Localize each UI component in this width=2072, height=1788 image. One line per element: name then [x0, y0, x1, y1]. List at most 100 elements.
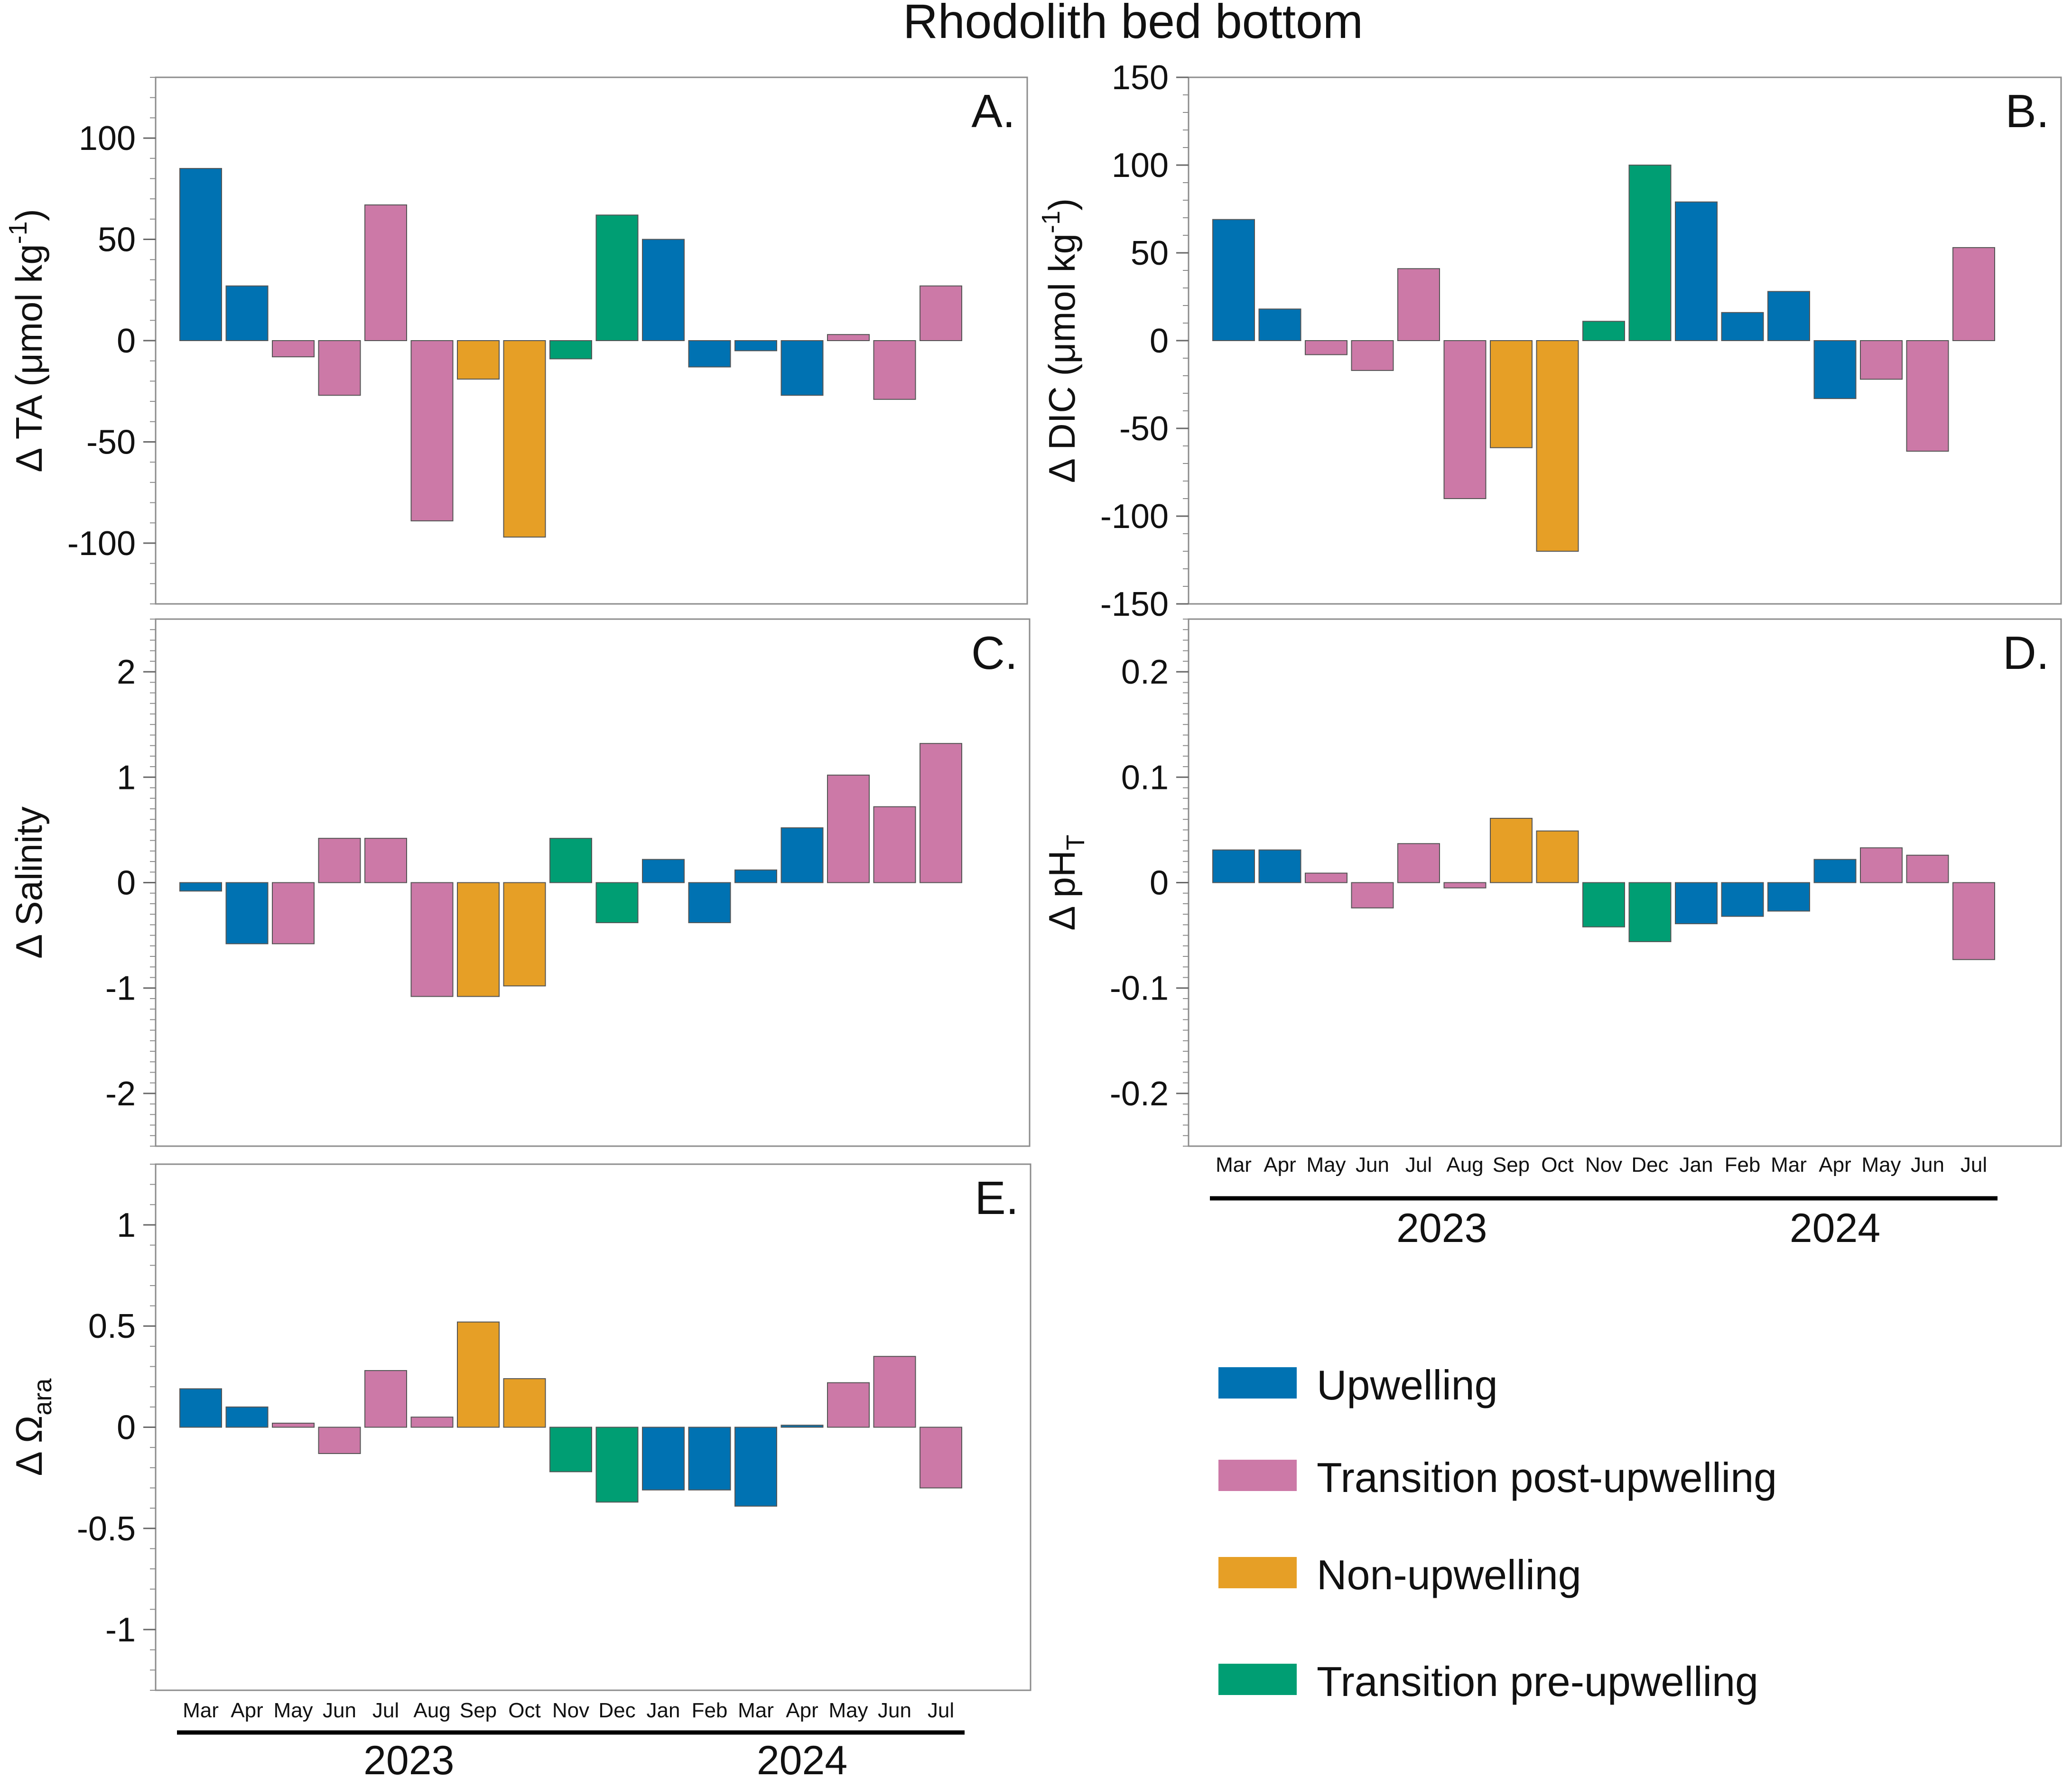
bar-a-14: [780, 340, 824, 396]
bar-e-3: [272, 1422, 315, 1428]
bar-a-8: [503, 340, 546, 538]
month-tick-label: Apr: [1819, 1153, 1851, 1177]
bar-b-3: [1305, 340, 1347, 355]
panel-b: -150 -100 -50 0 50 100 150 B. Δ DIC (μmol kg-1): [1037, 59, 2062, 623]
bar-d-13: [1767, 882, 1810, 912]
month-tick-label: Jun: [323, 1699, 356, 1722]
month-tick-label: Sep: [460, 1699, 497, 1722]
bar-e-6: [410, 1417, 454, 1428]
bar-e-11: [642, 1427, 685, 1491]
bar-c-12: [688, 882, 731, 923]
bar-e-2: [225, 1406, 269, 1428]
bar-a-16: [873, 340, 916, 400]
y-tick-label: 0: [117, 1409, 136, 1447]
y-tick-label: 2: [117, 653, 136, 691]
bar-b-2: [1258, 308, 1301, 342]
bar-c-6: [410, 882, 454, 997]
bar-c-11: [642, 859, 685, 883]
y-tick-label: 0: [117, 322, 136, 360]
legend-label: Transition post-upwelling: [1317, 1454, 1777, 1501]
bar-a-15: [827, 334, 870, 342]
y-tick-label: 100: [1112, 147, 1169, 185]
bar-d-14: [1813, 859, 1857, 883]
month-tick-label: Nov: [552, 1699, 589, 1722]
legend-label: Non-upwelling: [1317, 1551, 1581, 1598]
y-tick-label: -0.5: [77, 1510, 136, 1548]
bar-c-7: [457, 882, 500, 997]
bar-b-14: [1813, 340, 1857, 399]
panel-d: -0.2 -0.1 0 0.1 0.2 D. Δ pHT: [1041, 618, 2062, 1147]
month-tick-label: May: [1861, 1153, 1901, 1177]
bar-a-10: [595, 214, 639, 341]
bar-d-3: [1305, 872, 1347, 883]
y-tick-label: -50: [1119, 410, 1169, 448]
month-tick-label: Jul: [372, 1699, 399, 1722]
bar-a-1: [179, 168, 222, 341]
bar-e-8: [503, 1378, 546, 1428]
month-tick-label: May: [828, 1699, 868, 1722]
bar-d-10: [1628, 882, 1672, 942]
bar-c-3: [272, 882, 315, 945]
panel-label: A.: [971, 85, 1015, 137]
bar-c-15: [827, 774, 870, 883]
y-tick-label: -0.1: [1110, 970, 1169, 1008]
y-tick-label: -100: [67, 525, 136, 563]
legend-swatch: [1218, 1460, 1297, 1491]
panel-e: -1 -0.5 0 0.5 1 E. Δ Ωara: [8, 1163, 1031, 1691]
legend-swatch: [1218, 1557, 1297, 1588]
month-tick-label: Jul: [928, 1699, 954, 1722]
month-tick-label: Mar: [1771, 1153, 1807, 1177]
y-tick-label: 0.2: [1121, 653, 1169, 691]
bar-a-3: [272, 340, 315, 358]
month-tick-label: Sep: [1493, 1153, 1530, 1177]
bar-d-9: [1582, 882, 1625, 927]
bar-b-16: [1906, 340, 1949, 452]
month-tick-label: Feb: [1725, 1153, 1761, 1177]
y-axis-label: Δ TA (μmol kg-1): [4, 209, 50, 472]
y-tick-label: 1: [117, 1206, 136, 1244]
bar-b-12: [1721, 312, 1764, 341]
y-tick-label: -1: [105, 970, 136, 1008]
bar-d-1: [1212, 849, 1255, 883]
bar-d-15: [1860, 847, 1903, 883]
panel-a: -100 -50 0 50 100 A. Δ TA (μmol kg-1): [4, 76, 1028, 605]
bar-b-10: [1628, 165, 1672, 341]
year-label: 2024: [1790, 1205, 1880, 1251]
y-tick-label: -150: [1100, 585, 1169, 623]
month-tick-label: Apr: [231, 1699, 263, 1722]
bar-d-6: [1443, 882, 1487, 889]
bar-a-5: [364, 204, 407, 341]
bar-e-17: [920, 1427, 962, 1489]
bar-c-2: [225, 882, 269, 945]
y-axis-label: Δ pHT: [1041, 834, 1090, 930]
bar-b-15: [1860, 340, 1903, 380]
bar-e-13: [734, 1427, 777, 1507]
bar-b-4: [1351, 340, 1394, 371]
month-tick-label: May: [1306, 1153, 1346, 1177]
bar-d-11: [1675, 882, 1718, 925]
bar-e-15: [827, 1382, 870, 1428]
y-tick-label: 0: [1150, 322, 1169, 360]
bar-d-7: [1490, 817, 1533, 883]
bar-b-7: [1490, 340, 1533, 448]
y-tick-label: -50: [86, 423, 136, 461]
bar-c-9: [549, 838, 592, 883]
month-tick-label: Jun: [1911, 1153, 1944, 1177]
bar-e-7: [457, 1321, 500, 1428]
bar-c-4: [318, 838, 361, 883]
bar-c-16: [873, 806, 916, 883]
month-tick-label: May: [273, 1699, 313, 1722]
bar-b-6: [1443, 340, 1487, 499]
bar-b-9: [1582, 321, 1625, 341]
y-axis-label: Δ Salinity: [8, 806, 50, 959]
month-tick-label: Dec: [598, 1699, 635, 1722]
legend-swatch: [1218, 1367, 1297, 1399]
bar-d-12: [1721, 882, 1764, 917]
year-label: 2023: [1396, 1205, 1487, 1251]
year-label: 2023: [363, 1738, 454, 1783]
bar-b-13: [1767, 291, 1810, 342]
panel-label: C.: [971, 627, 1018, 679]
y-tick-label: -2: [105, 1075, 136, 1113]
panel-label: E.: [975, 1172, 1019, 1224]
